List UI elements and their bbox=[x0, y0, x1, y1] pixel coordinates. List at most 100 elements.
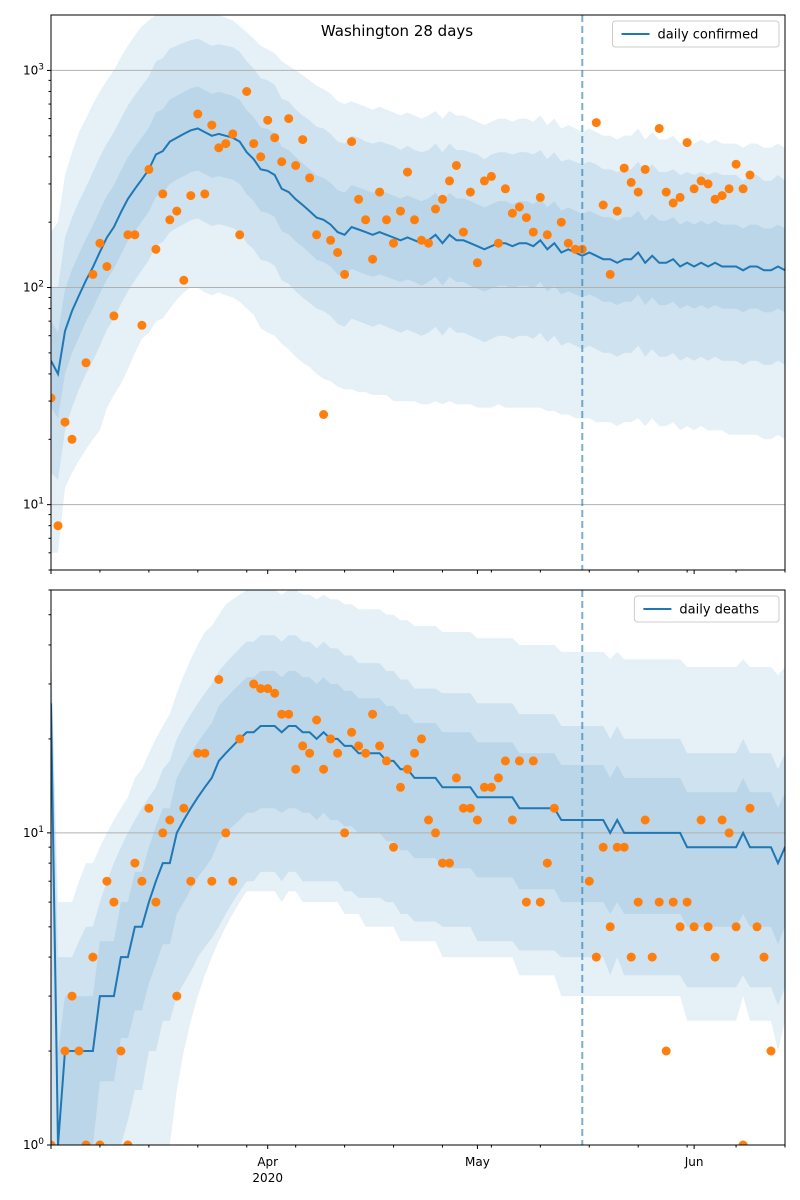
data-point bbox=[60, 1046, 70, 1056]
data-point bbox=[424, 238, 433, 248]
data-point bbox=[74, 1046, 84, 1056]
data-point bbox=[333, 248, 343, 257]
data-point bbox=[95, 238, 105, 248]
legend-box bbox=[612, 20, 780, 48]
data-point bbox=[368, 709, 378, 719]
data-point bbox=[354, 194, 364, 204]
data-point bbox=[326, 734, 336, 744]
data-point bbox=[270, 688, 280, 698]
data-point bbox=[382, 756, 391, 766]
data-point bbox=[130, 858, 140, 868]
data-point bbox=[521, 897, 531, 907]
data-point bbox=[689, 184, 699, 194]
data-point bbox=[277, 709, 287, 719]
data-point bbox=[137, 320, 147, 330]
data-point bbox=[424, 815, 433, 825]
data-point bbox=[438, 194, 447, 204]
data-point bbox=[417, 734, 426, 744]
data-point bbox=[235, 230, 245, 240]
data-point bbox=[333, 748, 343, 758]
x-tick-sublabel: 2020 bbox=[252, 1171, 283, 1185]
data-point bbox=[102, 876, 112, 886]
data-point bbox=[710, 194, 720, 204]
data-point bbox=[759, 952, 769, 962]
data-point bbox=[717, 815, 727, 825]
data-point bbox=[263, 684, 273, 694]
data-point bbox=[291, 161, 301, 170]
data-point bbox=[151, 897, 161, 907]
data-point bbox=[284, 114, 294, 124]
data-point bbox=[389, 842, 398, 852]
data-point bbox=[640, 164, 650, 174]
data-point bbox=[382, 215, 391, 225]
data-point bbox=[696, 176, 706, 186]
data-point bbox=[500, 756, 510, 766]
legend-label: daily deaths bbox=[679, 603, 759, 618]
data-point bbox=[123, 230, 133, 240]
data-point bbox=[284, 709, 294, 719]
data-point bbox=[647, 952, 657, 962]
data-point bbox=[493, 773, 503, 783]
uncertainty-band-80 bbox=[51, 635, 785, 1145]
data-point bbox=[242, 87, 252, 96]
data-point bbox=[731, 159, 741, 169]
data-point bbox=[368, 254, 378, 264]
data-point bbox=[640, 815, 650, 825]
data-point bbox=[340, 269, 350, 279]
data-point bbox=[214, 143, 224, 153]
data-point bbox=[67, 991, 77, 1001]
data-point bbox=[249, 679, 259, 689]
data-point bbox=[298, 741, 308, 751]
data-point bbox=[179, 803, 189, 813]
data-point bbox=[102, 262, 112, 271]
data-point bbox=[137, 876, 147, 886]
data-point bbox=[88, 952, 98, 962]
data-point bbox=[249, 139, 259, 149]
data-point bbox=[123, 1140, 133, 1145]
data-point bbox=[556, 217, 566, 227]
uncertainty-band-50 bbox=[51, 671, 785, 1145]
data-point bbox=[221, 139, 231, 149]
data-point bbox=[60, 417, 70, 427]
data-point bbox=[186, 876, 196, 886]
data-point bbox=[221, 828, 231, 838]
data-point bbox=[277, 157, 287, 167]
data-point bbox=[312, 715, 322, 725]
data-point bbox=[654, 897, 664, 907]
data-point bbox=[340, 828, 350, 838]
data-point bbox=[724, 828, 734, 838]
data-point bbox=[654, 124, 664, 133]
uncertainty-band-50 bbox=[51, 86, 785, 419]
data-point bbox=[431, 828, 440, 838]
uncertainty-band-95 bbox=[51, 590, 785, 1145]
data-point bbox=[668, 897, 678, 907]
data-point bbox=[319, 764, 329, 774]
data-point bbox=[200, 189, 210, 199]
data-point bbox=[165, 215, 175, 225]
data-point bbox=[507, 815, 517, 825]
data-point bbox=[179, 275, 189, 285]
plot-area bbox=[51, 590, 785, 1145]
data-point bbox=[256, 152, 266, 162]
data-point bbox=[445, 858, 454, 868]
x-tick-label: Jun bbox=[684, 1155, 704, 1169]
data-point bbox=[165, 815, 175, 825]
data-point bbox=[682, 897, 692, 907]
data-point bbox=[305, 748, 315, 758]
data-point bbox=[109, 897, 119, 907]
data-point bbox=[675, 192, 685, 202]
data-point bbox=[347, 727, 357, 737]
data-point bbox=[451, 161, 461, 170]
data-point bbox=[766, 1046, 776, 1056]
data-point bbox=[619, 842, 629, 852]
data-point bbox=[500, 184, 510, 194]
data-point bbox=[528, 227, 538, 237]
legend-box bbox=[633, 595, 780, 623]
data-point bbox=[507, 208, 517, 218]
data-point bbox=[81, 358, 91, 368]
data-point bbox=[479, 782, 489, 792]
data-point bbox=[396, 206, 405, 216]
data-point bbox=[235, 734, 245, 744]
data-point bbox=[626, 952, 636, 962]
